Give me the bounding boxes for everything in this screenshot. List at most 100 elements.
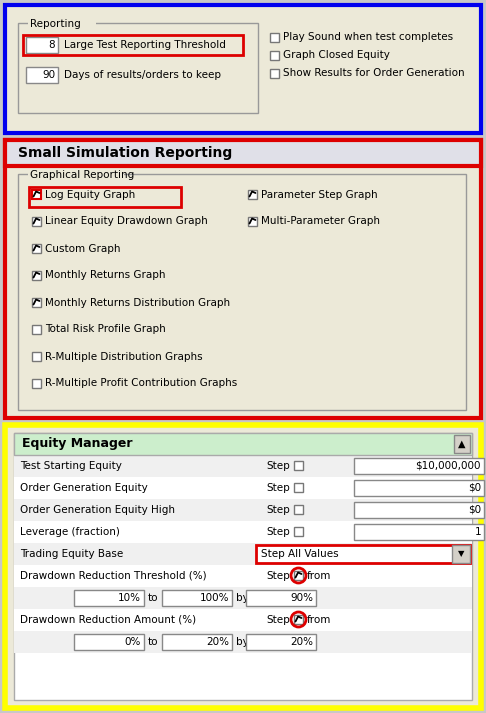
Text: Test Starting Equity: Test Starting Equity — [20, 461, 122, 471]
Text: 1: 1 — [474, 527, 481, 537]
Bar — [74, 634, 144, 650]
Bar — [5, 140, 481, 418]
Text: to: to — [148, 637, 158, 647]
Text: Step: Step — [266, 615, 290, 625]
Text: Multi-Parameter Graph: Multi-Parameter Graph — [261, 217, 380, 227]
Text: Step All Values: Step All Values — [261, 549, 339, 559]
Text: from: from — [307, 615, 331, 625]
Text: Leverage (fraction): Leverage (fraction) — [20, 527, 120, 537]
Bar — [32, 244, 41, 253]
Text: Step: Step — [266, 527, 290, 537]
Text: 0%: 0% — [124, 637, 141, 647]
Text: Show Results for Order Generation: Show Results for Order Generation — [283, 68, 465, 78]
Text: Linear Equity Drawdown Graph: Linear Equity Drawdown Graph — [45, 217, 208, 227]
Bar — [354, 524, 484, 540]
Text: Custom Graph: Custom Graph — [45, 244, 121, 254]
Bar — [32, 379, 41, 388]
Text: Monthly Returns Distribution Graph: Monthly Returns Distribution Graph — [45, 297, 230, 307]
Bar — [270, 69, 279, 78]
Text: Monthly Returns Graph: Monthly Returns Graph — [45, 270, 166, 280]
Bar — [5, 5, 481, 133]
Bar — [29, 187, 181, 207]
Text: Step: Step — [266, 505, 290, 515]
Text: Trading Equity Base: Trading Equity Base — [20, 549, 123, 559]
Bar — [14, 521, 472, 543]
Bar — [354, 480, 484, 496]
Text: Play Sound when test completes: Play Sound when test completes — [283, 33, 453, 43]
Text: 10%: 10% — [118, 593, 141, 603]
Bar — [32, 190, 41, 199]
Bar — [32, 271, 41, 280]
Text: Parameter Step Graph: Parameter Step Graph — [261, 190, 378, 200]
Text: Drawdown Reduction Threshold (%): Drawdown Reduction Threshold (%) — [20, 571, 207, 581]
Text: Order Generation Equity: Order Generation Equity — [20, 483, 148, 493]
Bar — [14, 433, 472, 455]
Text: Small Simulation Reporting: Small Simulation Reporting — [18, 146, 232, 160]
Text: Graph Closed Equity: Graph Closed Equity — [283, 51, 390, 61]
Bar — [28, 173, 124, 183]
Text: from: from — [307, 571, 331, 581]
Bar — [294, 571, 303, 580]
Bar — [32, 298, 41, 307]
Bar — [14, 543, 472, 565]
Text: Step: Step — [266, 571, 290, 581]
Bar — [26, 37, 58, 53]
Text: by: by — [236, 593, 249, 603]
Bar — [14, 609, 472, 631]
Bar — [28, 22, 96, 32]
Bar — [18, 23, 258, 113]
Bar — [294, 527, 303, 536]
Bar — [14, 433, 472, 700]
Bar — [14, 477, 472, 499]
Text: Log Equity Graph: Log Equity Graph — [45, 190, 135, 200]
Text: Reporting: Reporting — [30, 19, 81, 29]
Bar — [32, 217, 41, 226]
Text: Equity Manager: Equity Manager — [22, 438, 133, 451]
Text: Step: Step — [266, 461, 290, 471]
Bar — [14, 631, 472, 653]
Text: 90: 90 — [42, 70, 55, 80]
Bar — [270, 33, 279, 42]
Bar — [246, 590, 316, 606]
Bar — [14, 565, 472, 587]
Bar — [14, 587, 472, 609]
Text: 20%: 20% — [206, 637, 229, 647]
Text: Drawdown Reduction Amount (%): Drawdown Reduction Amount (%) — [20, 615, 196, 625]
Bar — [248, 217, 257, 226]
Bar — [5, 140, 481, 166]
Text: 20%: 20% — [290, 637, 313, 647]
Bar — [162, 634, 232, 650]
Bar — [294, 483, 303, 492]
Text: $0: $0 — [468, 483, 481, 493]
Text: $10,000,000: $10,000,000 — [416, 461, 481, 471]
Text: Step: Step — [266, 483, 290, 493]
Text: by: by — [236, 637, 249, 647]
Text: Large Test Reporting Threshold: Large Test Reporting Threshold — [64, 40, 226, 50]
Bar — [26, 67, 58, 83]
Bar — [354, 458, 484, 474]
Bar — [74, 590, 144, 606]
Bar — [18, 174, 466, 410]
Text: to: to — [148, 593, 158, 603]
Bar — [248, 190, 257, 199]
Text: ▼: ▼ — [458, 550, 464, 558]
Text: $0: $0 — [468, 505, 481, 515]
Bar — [452, 545, 470, 563]
Bar — [32, 352, 41, 361]
Bar — [14, 455, 472, 477]
Text: ▲: ▲ — [458, 439, 466, 449]
Bar — [32, 325, 41, 334]
Text: 90%: 90% — [290, 593, 313, 603]
Bar — [23, 35, 243, 55]
Bar — [5, 425, 481, 708]
Bar — [354, 502, 484, 518]
Bar — [294, 615, 303, 624]
Bar — [246, 634, 316, 650]
Text: Graphical Reporting: Graphical Reporting — [30, 170, 134, 180]
Text: Total Risk Profile Graph: Total Risk Profile Graph — [45, 324, 166, 334]
Bar — [294, 505, 303, 514]
Bar — [294, 461, 303, 470]
Text: Order Generation Equity High: Order Generation Equity High — [20, 505, 175, 515]
Text: 8: 8 — [49, 40, 55, 50]
Bar — [256, 545, 470, 563]
